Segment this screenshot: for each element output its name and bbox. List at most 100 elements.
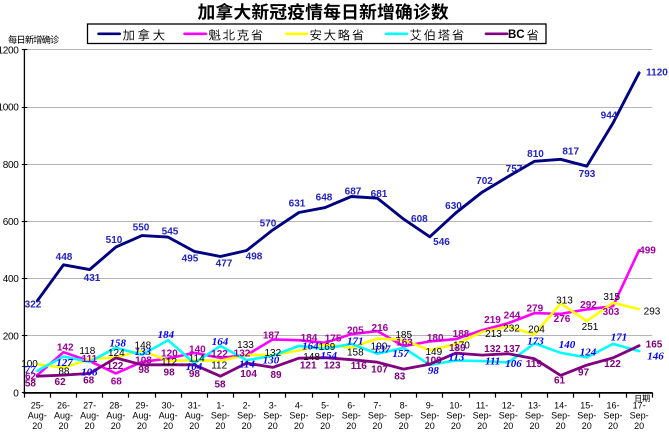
svg-text:232: 232 (503, 324, 520, 335)
svg-text:88: 88 (58, 367, 70, 378)
svg-text:Sep-: Sep- (237, 411, 256, 421)
svg-text:1-: 1- (216, 400, 224, 410)
svg-text:120: 120 (161, 349, 178, 360)
svg-text:124: 124 (580, 347, 597, 359)
svg-text:140: 140 (559, 339, 576, 351)
svg-text:20: 20 (529, 421, 539, 431)
svg-text:148: 148 (135, 341, 152, 352)
svg-text:510: 510 (106, 235, 123, 246)
svg-text:251: 251 (582, 322, 599, 333)
svg-text:140: 140 (189, 345, 206, 356)
svg-text:20: 20 (58, 421, 68, 431)
svg-text:68: 68 (111, 376, 123, 387)
svg-text:89: 89 (270, 370, 282, 381)
svg-text:133: 133 (135, 346, 152, 358)
svg-text:Aug-: Aug- (106, 411, 125, 421)
svg-text:98: 98 (189, 369, 201, 380)
svg-text:631: 631 (289, 199, 306, 210)
svg-text:121: 121 (300, 360, 317, 371)
svg-text:1000: 1000 (0, 103, 19, 114)
svg-text:20: 20 (163, 421, 173, 431)
svg-text:20: 20 (85, 421, 95, 431)
svg-text:Sep-: Sep- (263, 411, 282, 421)
svg-text:171: 171 (347, 336, 364, 348)
svg-text:810: 810 (527, 149, 544, 160)
svg-text:61: 61 (554, 375, 566, 386)
svg-text:132: 132 (234, 349, 251, 360)
svg-text:98: 98 (138, 365, 150, 376)
svg-text:10-: 10- (449, 400, 462, 410)
svg-text:630: 630 (445, 201, 462, 212)
svg-text:20: 20 (425, 421, 435, 431)
svg-text:15-: 15- (580, 400, 593, 410)
svg-text:158: 158 (109, 338, 126, 350)
svg-text:20: 20 (137, 421, 147, 431)
svg-text:4-: 4- (295, 400, 303, 410)
svg-text:169: 169 (319, 342, 336, 353)
svg-text:175: 175 (325, 333, 342, 344)
svg-text:216: 216 (372, 323, 389, 334)
svg-text:20: 20 (399, 421, 409, 431)
svg-text:164: 164 (302, 341, 319, 353)
svg-text:545: 545 (162, 227, 179, 238)
svg-text:313: 313 (556, 296, 573, 307)
svg-text:20: 20 (111, 421, 121, 431)
svg-text:111: 111 (82, 354, 98, 365)
svg-text:Aug-: Aug- (28, 411, 47, 421)
svg-text:Sep-: Sep- (499, 411, 518, 421)
svg-text:20: 20 (503, 421, 513, 431)
svg-text:124: 124 (108, 348, 125, 359)
svg-text:157: 157 (392, 348, 409, 360)
svg-text:9-: 9- (426, 400, 434, 410)
svg-text:171: 171 (611, 331, 628, 343)
svg-text:184: 184 (158, 329, 175, 341)
svg-text:164: 164 (212, 336, 229, 348)
svg-text:119: 119 (526, 359, 543, 370)
svg-text:Sep-: Sep- (577, 411, 596, 421)
svg-text:25-: 25- (31, 400, 44, 410)
svg-text:31-: 31- (188, 400, 201, 410)
svg-text:146: 146 (647, 351, 664, 363)
svg-text:68: 68 (83, 375, 95, 386)
svg-text:276: 276 (554, 314, 571, 325)
svg-text:204: 204 (528, 324, 545, 335)
svg-text:170: 170 (453, 341, 470, 352)
svg-text:550: 550 (133, 223, 150, 234)
svg-text:279: 279 (526, 303, 543, 314)
svg-text:2-: 2- (243, 400, 251, 410)
svg-text:292: 292 (580, 300, 597, 311)
svg-text:108: 108 (81, 367, 98, 379)
svg-text:20: 20 (242, 421, 252, 431)
svg-text:400: 400 (3, 274, 20, 285)
svg-text:113: 113 (448, 352, 464, 364)
svg-text:111: 111 (485, 356, 500, 368)
svg-text:149: 149 (425, 347, 442, 358)
svg-text:20: 20 (477, 421, 487, 431)
svg-text:100: 100 (21, 359, 38, 370)
svg-text:20: 20 (215, 421, 225, 431)
svg-text:184: 184 (301, 333, 318, 344)
svg-text:431: 431 (84, 273, 101, 284)
svg-text:477: 477 (216, 259, 233, 270)
svg-text:104: 104 (186, 361, 203, 373)
svg-text:20: 20 (32, 421, 42, 431)
svg-text:16-: 16- (606, 400, 619, 410)
svg-text:148: 148 (303, 352, 320, 363)
svg-text:62: 62 (55, 377, 67, 388)
svg-text:142: 142 (57, 342, 74, 353)
svg-text:Sep-: Sep- (289, 411, 308, 421)
svg-text:293: 293 (644, 307, 661, 318)
svg-text:687: 687 (345, 187, 362, 198)
svg-text:Sep-: Sep- (525, 411, 544, 421)
svg-text:Sep-: Sep- (420, 411, 439, 421)
svg-text:800: 800 (3, 160, 20, 171)
svg-text:98: 98 (164, 368, 176, 379)
svg-text:58: 58 (25, 378, 37, 389)
svg-text:29-: 29- (135, 400, 148, 410)
svg-text:Aug-: Aug- (159, 411, 178, 421)
svg-text:200: 200 (3, 331, 20, 342)
svg-text:3-: 3- (269, 400, 277, 410)
svg-text:17-: 17- (633, 400, 646, 410)
svg-text:137: 137 (504, 344, 521, 355)
svg-text:681: 681 (371, 189, 388, 200)
